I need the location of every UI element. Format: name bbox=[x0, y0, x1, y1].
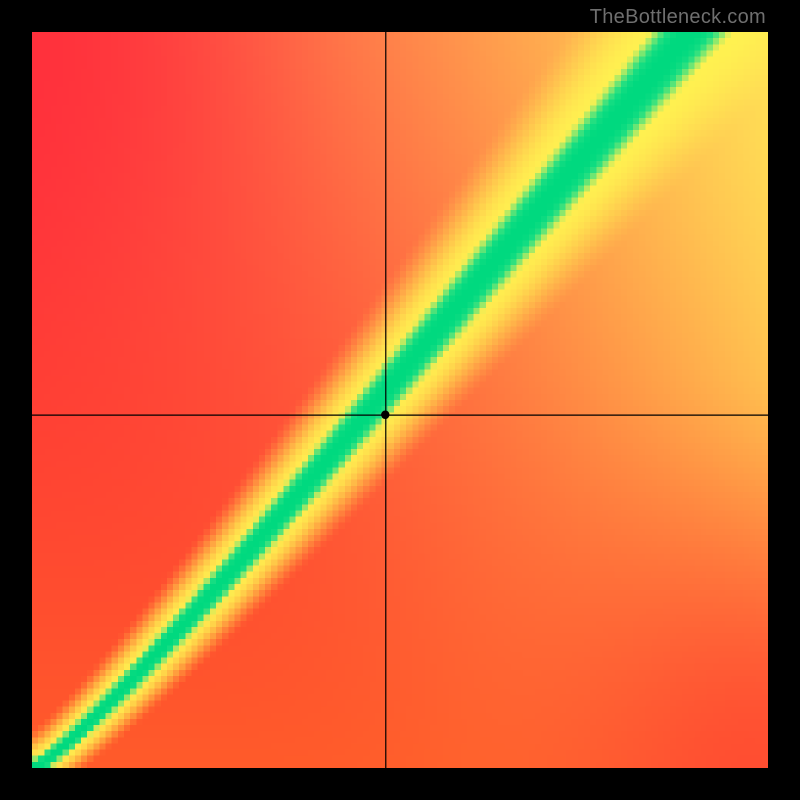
watermark-text: TheBottleneck.com bbox=[590, 6, 766, 29]
chart-container: TheBottleneck.com bbox=[0, 0, 800, 800]
crosshair-overlay bbox=[32, 32, 768, 768]
